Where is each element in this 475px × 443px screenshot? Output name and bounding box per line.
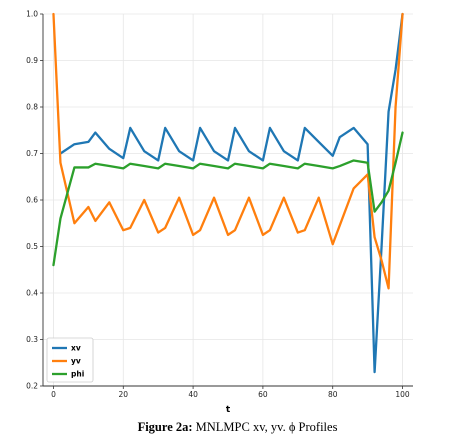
series-line-yv: [52, 12, 404, 290]
y-tick-label: 0.9: [26, 56, 38, 65]
series-lines: [52, 12, 404, 374]
x-tick-label: 20: [119, 390, 129, 399]
y-tick-label: 0.8: [26, 103, 38, 112]
y-tick-label: 0.7: [26, 149, 38, 158]
y-tick-label: 0.5: [26, 242, 38, 251]
y-tick-label: 0.3: [26, 335, 38, 344]
line-chart: 0 20 40 60 80 1000.20.30.40.50.60.70.80.91.0 …: [26, 10, 413, 415]
axes: 0 20 40 60 80 100 0.2 0.3 0.4 0.5 0.6 0.7 0.8 0.9 1.0: [26, 10, 413, 399]
legend-label-phi: phi: [71, 370, 84, 379]
x-tick-label: 80: [328, 390, 338, 399]
series-line-xv: [59, 12, 404, 374]
legend-label-yv: yv: [71, 357, 81, 366]
legend-label-xv: xv: [71, 344, 81, 353]
y-tick-label: 0.2: [26, 382, 38, 391]
figure-caption: Figure 2a: MNLMPC xv, yv. ϕ Profiles: [0, 420, 475, 435]
y-tick-label: 1.0: [26, 10, 38, 19]
series-line-phi: [52, 131, 404, 267]
caption-text: MNLMPC xv, yv. ϕ Profiles: [195, 420, 338, 434]
y-tick-label: 0.4: [26, 289, 38, 298]
x-axis-label: t: [226, 405, 231, 415]
caption-label: Figure 2a:: [137, 420, 193, 434]
x-tick-label: 100: [395, 390, 410, 399]
x-tick-label: 60: [258, 390, 268, 399]
grid: [43, 13, 413, 387]
x-tick-label: 0: [51, 390, 56, 399]
legend: xv yv phi: [46, 337, 94, 383]
x-tick-label: 40: [188, 390, 198, 399]
y-tick-label: 0.6: [26, 196, 38, 205]
